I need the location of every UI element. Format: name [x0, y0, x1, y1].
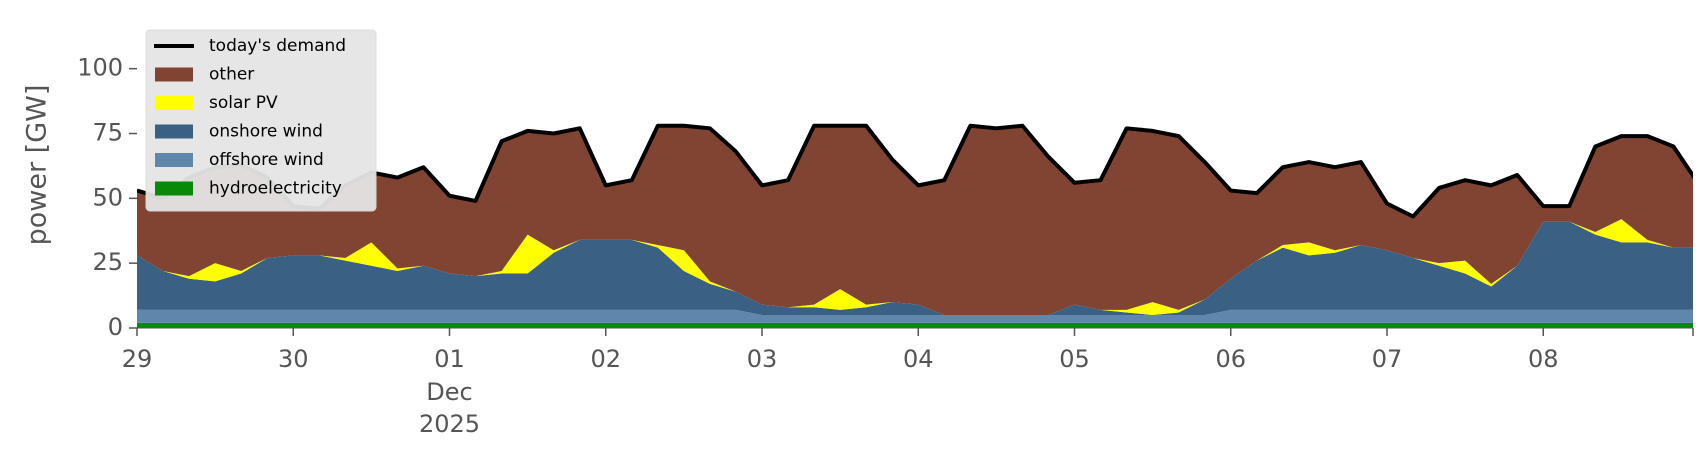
x-tick-label: 05 [1059, 345, 1090, 373]
y-tick-label: 75 [92, 119, 123, 147]
area [137, 125, 1693, 316]
x-tick-label: 29 [122, 345, 153, 373]
plot [137, 123, 1693, 328]
y-axis-label: power [GW] [22, 85, 53, 246]
y-tick-label: 50 [92, 183, 123, 211]
legend-label: hydroelectricity [209, 179, 342, 199]
legend-label: other [209, 65, 254, 85]
legend-label: today's demand [209, 36, 346, 56]
x-tick-label: 01 [434, 345, 465, 373]
x-offset-label: 2025 [419, 410, 480, 438]
x-tick-label: 30 [278, 345, 309, 373]
x-tick-label: 03 [747, 345, 778, 373]
legend-label: onshore wind [209, 122, 323, 142]
x-tick-label: 06 [1215, 345, 1246, 373]
legend-label: solar PV [209, 93, 278, 113]
legend-swatch [155, 153, 193, 167]
x-tick-label: 04 [903, 345, 934, 373]
x-offset-label: Dec [426, 378, 472, 406]
demand-line [137, 123, 1693, 219]
legend-box [145, 29, 377, 212]
legend-swatch [155, 67, 193, 82]
x-tick-label: 02 [590, 345, 621, 373]
area [137, 322, 1693, 328]
area [137, 221, 1693, 316]
legend-swatch [155, 181, 193, 196]
y-tick-label: 100 [77, 54, 123, 82]
x-tick-label: 08 [1528, 345, 1559, 373]
area [137, 309, 1693, 323]
y-tick-label: 25 [92, 248, 123, 276]
y-tick-label: 0 [108, 313, 123, 341]
legend-swatch [155, 96, 193, 110]
x-tick-label: 07 [1372, 345, 1403, 373]
legend-swatch [155, 124, 193, 139]
legend-label: offshore wind [209, 150, 324, 170]
area [137, 219, 1693, 316]
